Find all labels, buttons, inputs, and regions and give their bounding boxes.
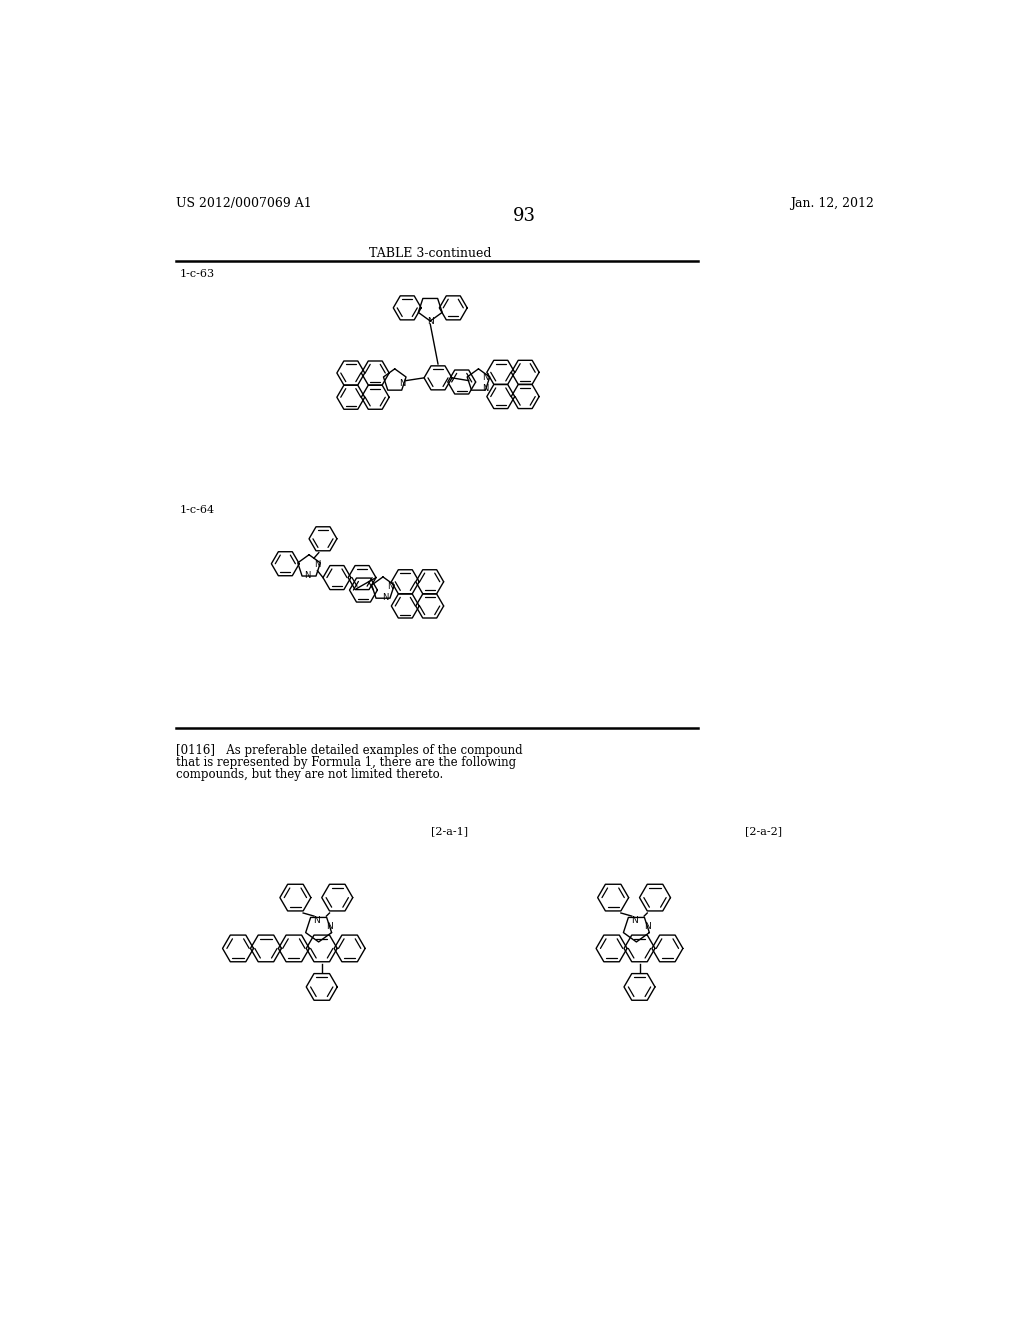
Text: 1-c-63: 1-c-63: [180, 268, 215, 279]
Text: N: N: [387, 582, 394, 591]
Text: 93: 93: [513, 207, 537, 224]
Text: [2-a-2]: [2-a-2]: [744, 826, 782, 836]
Text: US 2012/0007069 A1: US 2012/0007069 A1: [176, 197, 311, 210]
Text: N: N: [644, 921, 650, 931]
Text: TABLE 3-continued: TABLE 3-continued: [369, 247, 492, 260]
Text: N: N: [399, 379, 406, 388]
Text: 1-c-64: 1-c-64: [180, 506, 215, 515]
Text: [2-a-1]: [2-a-1]: [431, 826, 468, 836]
Text: compounds, but they are not limited thereto.: compounds, but they are not limited ther…: [176, 768, 443, 781]
Text: N: N: [314, 560, 321, 569]
Text: N: N: [313, 916, 319, 925]
Text: N: N: [427, 317, 433, 326]
Text: N: N: [326, 921, 333, 931]
Text: N: N: [304, 572, 311, 579]
Text: N: N: [631, 916, 638, 925]
Text: [0116]   As preferable detailed examples of the compound: [0116] As preferable detailed examples o…: [176, 743, 522, 756]
Text: N: N: [482, 384, 488, 393]
Text: N: N: [482, 374, 488, 383]
Text: that is represented by Formula 1, there are the following: that is represented by Formula 1, there …: [176, 756, 516, 770]
Text: N: N: [383, 593, 389, 602]
Text: Jan. 12, 2012: Jan. 12, 2012: [790, 197, 873, 210]
